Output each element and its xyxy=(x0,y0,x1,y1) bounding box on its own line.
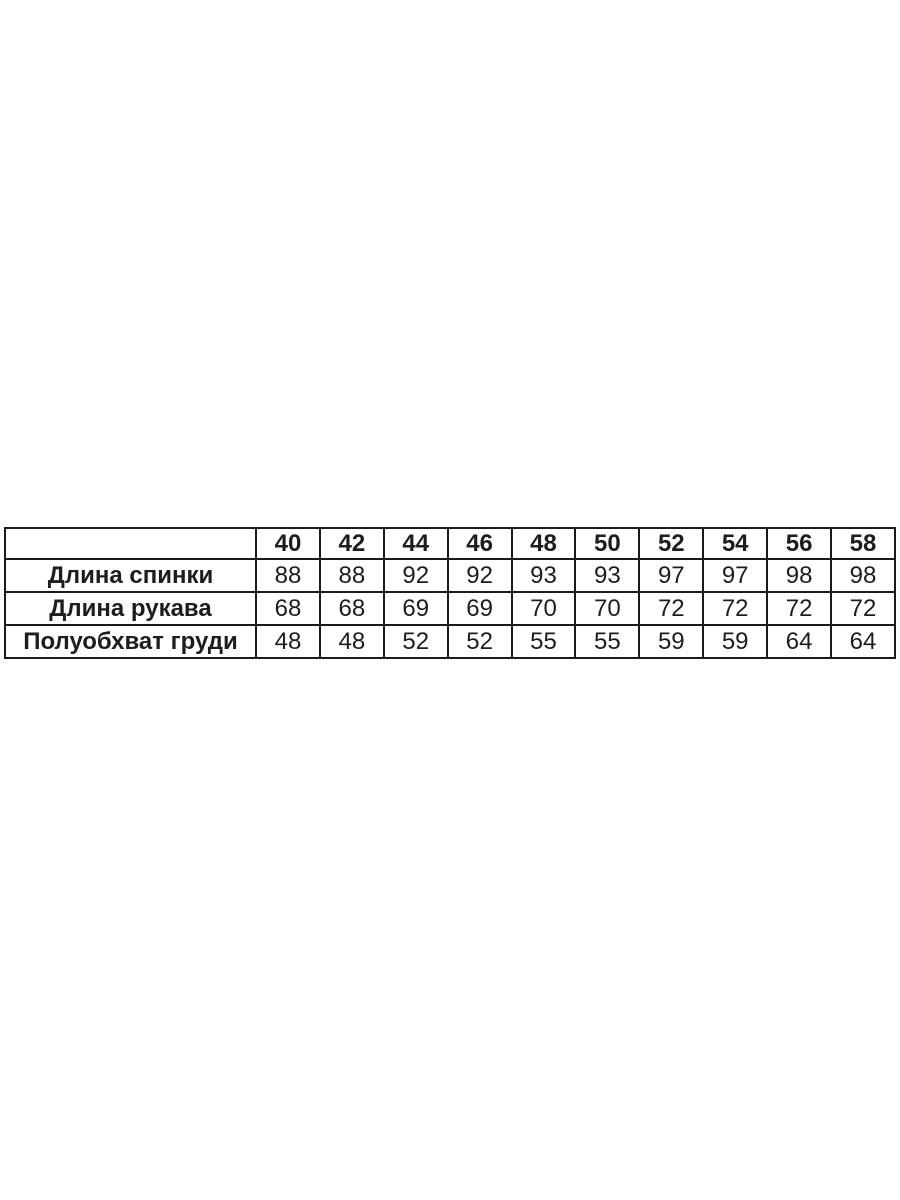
value-cell: 48 xyxy=(318,624,385,659)
value-cell: 52 xyxy=(382,624,449,659)
value-cell: 55 xyxy=(574,624,641,659)
header-size-cell: 48 xyxy=(510,527,577,560)
value-cell: 88 xyxy=(318,558,385,593)
value-cell: 48 xyxy=(255,624,321,659)
value-cell: 69 xyxy=(382,591,449,626)
header-size-cell: 50 xyxy=(574,527,641,560)
value-cell: 88 xyxy=(255,558,321,593)
table-row-sleeve-length: Длина рукава 68 68 69 69 70 70 72 72 72 … xyxy=(4,591,896,626)
value-cell: 69 xyxy=(446,591,513,626)
header-size-cell: 52 xyxy=(638,527,705,560)
table-header-row: 40 42 44 46 48 50 52 54 56 58 xyxy=(4,527,896,560)
value-cell: 52 xyxy=(446,624,513,659)
value-cell: 98 xyxy=(766,558,833,593)
size-chart-table: 40 42 44 46 48 50 52 54 56 58 Длина спин… xyxy=(4,527,896,659)
value-cell: 64 xyxy=(766,624,833,659)
header-size-cell: 46 xyxy=(446,527,513,560)
value-cell: 59 xyxy=(638,624,705,659)
value-cell: 97 xyxy=(702,558,769,593)
header-size-cell: 40 xyxy=(255,527,321,560)
value-cell: 93 xyxy=(510,558,577,593)
value-cell: 59 xyxy=(702,624,769,659)
value-cell: 70 xyxy=(510,591,577,626)
value-cell: 72 xyxy=(766,591,833,626)
header-size-cell: 54 xyxy=(702,527,769,560)
header-size-cell: 58 xyxy=(830,527,896,560)
row-label: Длина спинки xyxy=(4,558,257,593)
table-row-half-chest: Полуобхват груди 48 48 52 52 55 55 59 59… xyxy=(4,624,896,659)
header-size-cell: 42 xyxy=(318,527,385,560)
value-cell: 72 xyxy=(702,591,769,626)
value-cell: 72 xyxy=(638,591,705,626)
value-cell: 97 xyxy=(638,558,705,593)
value-cell: 98 xyxy=(830,558,896,593)
value-cell: 72 xyxy=(830,591,896,626)
value-cell: 70 xyxy=(574,591,641,626)
value-cell: 55 xyxy=(510,624,577,659)
row-label: Длина рукава xyxy=(4,591,257,626)
row-label: Полуобхват груди xyxy=(4,624,257,659)
value-cell: 68 xyxy=(318,591,385,626)
header-size-cell: 56 xyxy=(766,527,833,560)
value-cell: 92 xyxy=(446,558,513,593)
header-size-cell: 44 xyxy=(382,527,449,560)
table-row-back-length: Длина спинки 88 88 92 92 93 93 97 97 98 … xyxy=(4,558,896,593)
value-cell: 68 xyxy=(255,591,321,626)
header-empty-cell xyxy=(4,527,257,560)
value-cell: 92 xyxy=(382,558,449,593)
value-cell: 64 xyxy=(830,624,896,659)
value-cell: 93 xyxy=(574,558,641,593)
